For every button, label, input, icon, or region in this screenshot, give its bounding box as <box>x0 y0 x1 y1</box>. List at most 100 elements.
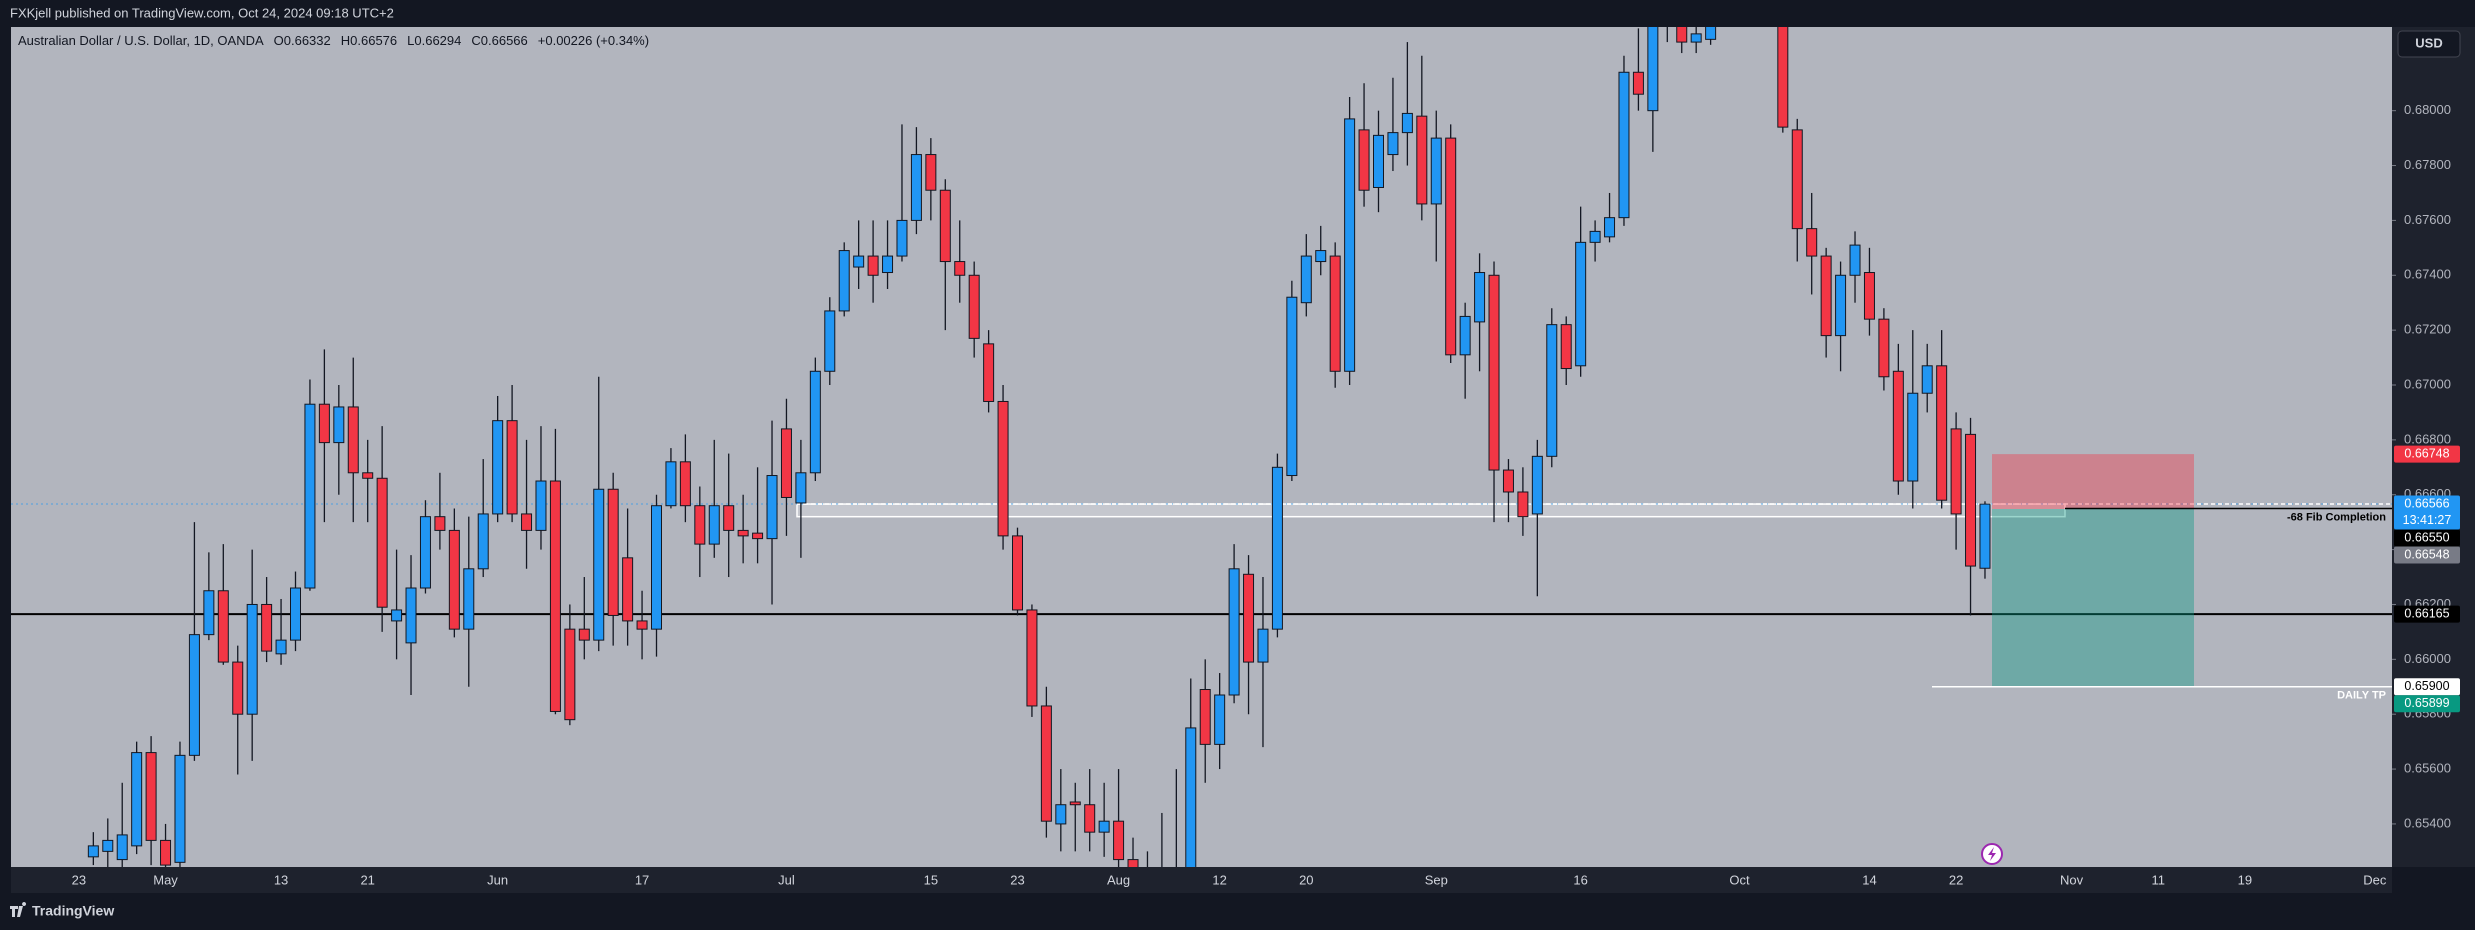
candle-body <box>1502 469 1514 493</box>
candle-body <box>246 603 258 715</box>
x-tick-label: 16 <box>1573 872 1587 887</box>
candle-body <box>1271 466 1283 630</box>
candle-body <box>636 620 648 630</box>
candle-body <box>362 472 374 479</box>
candle-body <box>506 420 518 515</box>
candle-body <box>838 250 850 312</box>
price-label-box <box>2394 546 2460 564</box>
candle-body <box>145 752 157 841</box>
x-tick-label: Jul <box>778 872 795 887</box>
candle-body <box>1589 230 1601 243</box>
publish-info: FXKjell published on TradingView.com, Oc… <box>10 5 394 20</box>
candle-body <box>1546 324 1558 457</box>
candle-body <box>1387 132 1399 156</box>
legend-item: L0.66294 <box>407 33 461 48</box>
legend-item: +0.00226 (+0.34%) <box>538 33 649 48</box>
candle-body <box>1445 137 1457 356</box>
x-tick-label: 20 <box>1299 872 1313 887</box>
candle-body <box>1243 573 1255 663</box>
candle-body <box>290 587 301 641</box>
candle-body <box>780 428 792 498</box>
candle-body <box>448 529 460 630</box>
candle-body <box>1055 804 1067 825</box>
x-tick-label: 21 <box>360 872 374 887</box>
candle-body <box>954 261 966 276</box>
candle-body <box>1560 324 1572 370</box>
candle-body <box>1344 118 1356 372</box>
candle-body <box>1820 255 1832 337</box>
candle-body <box>1430 137 1442 205</box>
candle-body <box>737 529 749 537</box>
candle-body <box>521 513 533 531</box>
x-tick-label: 15 <box>924 872 938 887</box>
candle-body <box>1300 255 1312 304</box>
candle-body <box>391 609 403 622</box>
x-tick-label: 14 <box>1862 872 1876 887</box>
x-tick-label: Aug <box>1107 872 1130 887</box>
candle-body <box>1791 129 1803 230</box>
candle-body <box>896 219 908 257</box>
candle-body <box>1098 820 1110 833</box>
lightning-icon[interactable] <box>1981 843 2003 865</box>
price-label: 0.66550 <box>2404 530 2449 544</box>
currency-button[interactable] <box>2397 30 2461 58</box>
y-tick-label: 0.65600 <box>2404 761 2451 776</box>
annotation-label: -68 Fib Completion <box>2287 511 2386 523</box>
y-tick-label: 0.66000 <box>2404 651 2451 666</box>
candle-body <box>1199 689 1211 745</box>
x-tick-label: Dec <box>2363 872 2387 887</box>
candle-body <box>1012 535 1023 611</box>
icon-bolt[interactable] <box>1988 847 1996 861</box>
legend-item: H0.66576 <box>341 33 397 48</box>
candle-body <box>1921 365 1933 394</box>
candle-body <box>867 255 879 276</box>
y-tick-label: 0.67400 <box>2404 267 2451 282</box>
candle-body <box>968 274 980 339</box>
candle-body <box>752 532 764 540</box>
candle-body <box>723 505 735 531</box>
candle-body <box>1632 71 1644 95</box>
candle-body <box>1647 27 1659 112</box>
y-tick-label: 0.67800 <box>2404 157 2451 172</box>
candle-body <box>174 754 186 863</box>
x-tick-label: 23 <box>1010 872 1024 887</box>
price-label-box <box>2394 695 2460 713</box>
x-tick-label: 23 <box>72 872 86 887</box>
candle-body <box>275 639 287 655</box>
candle-body <box>1965 433 1977 567</box>
candle-body <box>997 400 1009 537</box>
candle-body <box>419 516 431 589</box>
y-tick-label: 0.66800 <box>2404 431 2451 446</box>
candle-body <box>809 370 821 474</box>
candle-body <box>405 587 417 644</box>
price-label-box <box>2394 605 2460 623</box>
x-tick-label: Sep <box>1425 872 1448 887</box>
candle-body <box>564 628 576 721</box>
candle-body <box>665 461 677 507</box>
candle-body <box>1257 628 1269 663</box>
candle-body <box>679 461 691 507</box>
candle-body <box>217 590 229 663</box>
currency-label[interactable]: USD <box>2415 35 2442 50</box>
price-label-box <box>2394 495 2460 530</box>
candle-body <box>1127 859 1139 867</box>
candle-body <box>1329 255 1341 372</box>
annotation-label: DAILY TP <box>2337 690 2386 702</box>
candle-body <box>1228 568 1240 696</box>
candle-body <box>102 839 114 852</box>
candle-body <box>607 488 619 616</box>
candle-body <box>160 839 172 866</box>
x-tick-label: May <box>153 872 178 887</box>
candle-body <box>463 568 475 630</box>
zone-box <box>796 503 2066 518</box>
candle-body <box>1358 129 1370 191</box>
x-tick-label: 22 <box>1949 872 1963 887</box>
candle-body <box>1517 491 1529 518</box>
candle-body <box>1113 820 1125 861</box>
price-label: 0.65899 <box>2404 696 2449 710</box>
candle-body <box>116 834 128 861</box>
price-label: 0.65900 <box>2404 679 2449 693</box>
y-tick-label: 0.68000 <box>2404 102 2451 117</box>
candle-body <box>1907 392 1919 482</box>
